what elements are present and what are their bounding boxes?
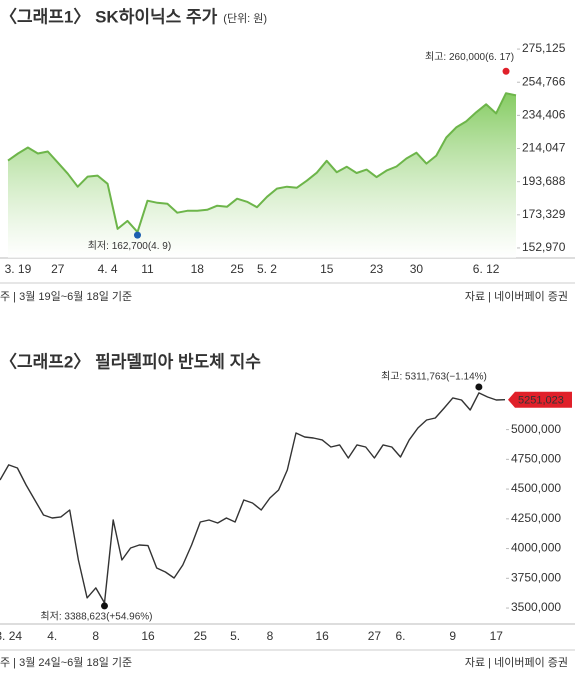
- y-tick-label: 4500,000: [511, 481, 561, 495]
- x-tick-label: 16: [141, 629, 155, 643]
- low-marker: [133, 231, 141, 239]
- x-tick-label: 27: [51, 262, 65, 276]
- value-label: 5251,023: [518, 395, 564, 407]
- high-label: 최고: 5311,763(−1.14%): [381, 371, 487, 383]
- source: 자료 | 네이버페이 증권: [465, 290, 568, 303]
- x-tick-label: 8: [92, 629, 99, 643]
- x-tick-label: 18: [191, 262, 205, 276]
- y-tick-label: 3750,000: [511, 570, 561, 584]
- y-tick-label: 214,047: [522, 141, 566, 155]
- y-tick-label: 4000,000: [511, 541, 561, 555]
- y-tick-label: 4250,000: [511, 511, 561, 525]
- x-tick-label: 8: [267, 629, 274, 643]
- y-tick-label: 5000,000: [511, 422, 561, 436]
- y-tick-label: 173,329: [522, 207, 566, 221]
- source: 자료 | 네이버페이 증권: [465, 656, 568, 669]
- line: [7, 92, 517, 234]
- y-tick-label: 254,766: [522, 74, 566, 88]
- x-tick-label: 9: [449, 629, 456, 643]
- x-tick-label: 5.: [230, 629, 240, 643]
- x-tick-label: 17: [490, 629, 504, 643]
- y-tick-label: 152,970: [522, 240, 566, 254]
- low-marker: [100, 602, 108, 610]
- chart-title: 〈그래프1〉 SK하이닉스 주가: [0, 6, 218, 26]
- x-tick-label: 3. 24: [0, 629, 22, 643]
- y-tick-label: 234,406: [522, 108, 566, 122]
- x-tick-label: 6. 12: [473, 262, 500, 276]
- x-tick-label: 27: [368, 629, 382, 643]
- x-tick-label: 25: [194, 629, 208, 643]
- high-marker: [475, 383, 483, 391]
- x-tick-label: 6.: [396, 629, 406, 643]
- high-marker: [502, 67, 510, 75]
- y-tick-label: 275,125: [522, 41, 566, 55]
- area: [8, 93, 516, 258]
- chart-subtitle: (단위: 원): [223, 12, 267, 25]
- x-tick-label: 11: [141, 262, 154, 276]
- x-tick-label: 4. 4: [98, 262, 118, 276]
- line: [0, 392, 506, 604]
- x-tick-label: 15: [320, 262, 334, 276]
- x-tick-label: 4.: [47, 629, 57, 643]
- y-tick-label: 193,688: [522, 174, 566, 188]
- y-tick-label: 3500,000: [511, 600, 561, 614]
- x-tick-label: 3. 19: [5, 262, 32, 276]
- footnote: 주 | 3월 19일~6월 18일 기준: [0, 289, 132, 303]
- high-label: 최고: 260,000(6. 17): [425, 51, 514, 63]
- x-tick-label: 16: [315, 629, 329, 643]
- y-tick-label: 4750,000: [511, 452, 561, 466]
- x-tick-label: 5. 2: [257, 262, 277, 276]
- x-tick-label: 30: [410, 262, 424, 276]
- low-label: 최저: 3388,623(+54.96%): [40, 611, 152, 623]
- price-tag: [508, 391, 572, 408]
- footnote: 주 | 3월 24일~6월 18일 기준: [0, 655, 132, 669]
- x-tick-label: 23: [370, 262, 384, 276]
- low-label: 최저: 162,700(4. 9): [88, 240, 171, 252]
- chart-title: 〈그래프2〉 필라델피아 반도체 지수: [0, 351, 261, 371]
- x-tick-label: 25: [230, 262, 244, 276]
